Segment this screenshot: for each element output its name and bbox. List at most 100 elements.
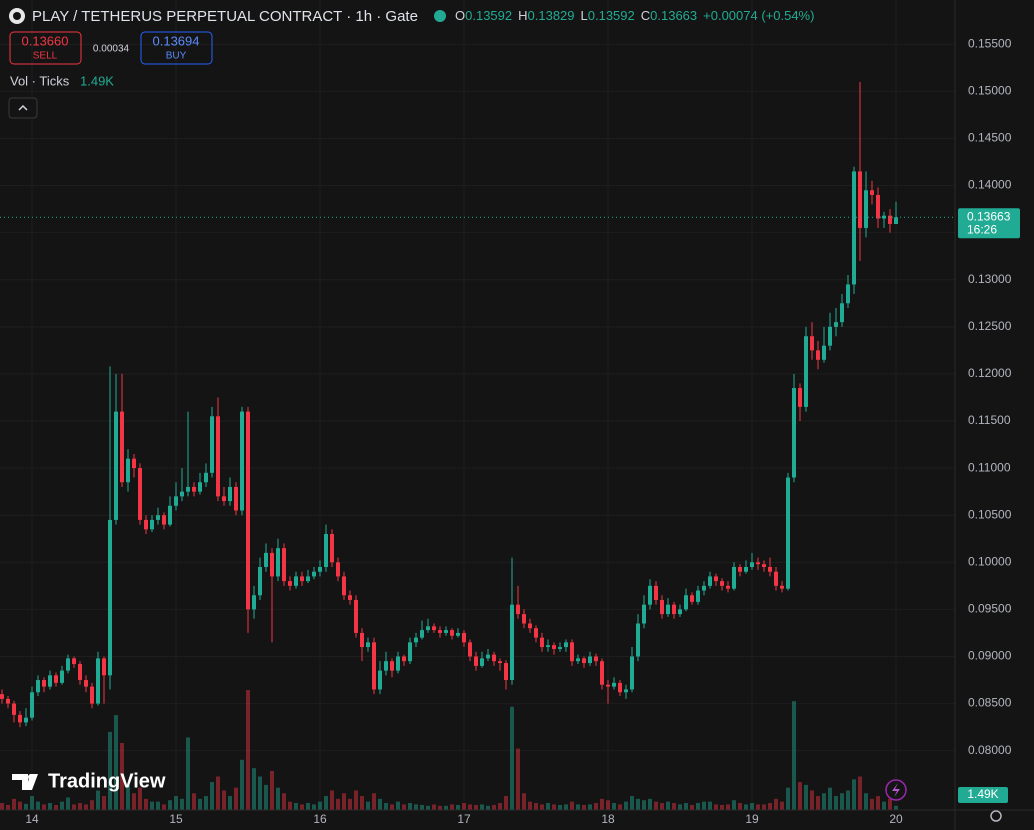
ohlc-value: 0.13663: [650, 8, 697, 23]
candle-body: [402, 656, 406, 662]
volume-bar: [276, 787, 280, 810]
volume-bar: [336, 798, 340, 810]
volume-bar: [180, 798, 184, 810]
volume-bar: [102, 796, 106, 810]
candle-body: [786, 477, 790, 589]
volume-title: Vol · Ticks: [10, 73, 70, 88]
volume-bar: [366, 801, 370, 810]
candle-body: [324, 534, 328, 567]
volume-bar: [240, 759, 244, 810]
candle-body: [192, 486, 196, 492]
candle-body: [762, 564, 766, 567]
candle-body: [528, 623, 532, 629]
candle-body: [150, 519, 154, 530]
collapse-button[interactable]: [8, 97, 38, 119]
candle-body: [288, 581, 292, 586]
volume-bar: [834, 796, 838, 810]
y-tick-label: 0.14500: [968, 131, 1012, 145]
volume-bar: [678, 804, 682, 810]
y-tick-label: 0.09500: [968, 602, 1012, 616]
volume-bar: [198, 798, 202, 810]
volume-bar: [468, 804, 472, 810]
volume-pane: [0, 690, 898, 810]
spread: 0.00034: [93, 44, 130, 55]
volume-bar: [828, 787, 832, 810]
y-tick-label: 0.08500: [968, 696, 1012, 710]
volume-bar: [576, 804, 580, 810]
last-price-label: 0.13663: [967, 209, 1011, 223]
volume-bar: [690, 804, 694, 810]
candle-body: [66, 658, 70, 671]
volume-bar: [888, 798, 892, 810]
volume-bar: [168, 800, 172, 810]
volume-bar: [546, 803, 550, 810]
volume-bar: [84, 804, 88, 810]
volume-bar: [54, 804, 58, 810]
settings-icon[interactable]: [990, 810, 1002, 822]
volume-bar: [66, 797, 70, 810]
volume-bar: [846, 790, 850, 810]
symbol-icon: [13, 12, 21, 20]
candle-body: [582, 658, 586, 664]
candle-body: [168, 505, 172, 525]
y-tick-label: 0.13000: [968, 272, 1012, 286]
candle-body: [384, 661, 388, 671]
volume-bar: [606, 800, 610, 810]
candle-body: [480, 658, 484, 666]
volume-bar: [6, 804, 10, 810]
buy-label: BUY: [166, 51, 187, 62]
candle-body: [816, 350, 820, 360]
lightning-button[interactable]: [885, 779, 907, 801]
candle-body: [300, 576, 304, 582]
volume-bar: [498, 803, 502, 810]
ohlc-label: O: [455, 8, 465, 23]
y-tick-label: 0.15500: [968, 36, 1012, 50]
candle-body: [342, 576, 346, 596]
logo-mark: [28, 774, 34, 780]
volume-bar: [738, 803, 742, 810]
volume-bar: [810, 790, 814, 810]
candle-body: [348, 595, 352, 600]
volume-bar: [558, 804, 562, 810]
volume-bar: [228, 796, 232, 810]
candle-body: [408, 642, 412, 662]
candle-body: [180, 491, 184, 497]
volume-bar: [48, 803, 52, 810]
countdown: 16:26: [967, 222, 997, 236]
candle-body: [666, 604, 670, 615]
candle-body: [750, 562, 754, 567]
candle-body: [60, 670, 64, 683]
candle-body: [540, 637, 544, 648]
volume-bar: [24, 803, 28, 810]
volume-bar: [630, 796, 634, 810]
candle-body: [366, 642, 370, 648]
volume-value: 1.49K: [80, 73, 114, 88]
volume-bar: [534, 803, 538, 810]
volume-bar: [312, 804, 316, 810]
candle-body: [876, 194, 880, 219]
candle-body: [438, 630, 442, 633]
volume-bar: [270, 770, 274, 810]
volume-bar: [414, 804, 418, 810]
candle-body: [510, 604, 514, 681]
candle-body: [294, 576, 298, 586]
candle-body: [642, 604, 646, 624]
lightning-icon: [892, 783, 900, 797]
volume-bar: [786, 787, 790, 810]
candle-body: [330, 534, 334, 563]
volume-bar: [600, 798, 604, 810]
ohlc-value: 0.13592: [465, 8, 512, 23]
volume-bar: [216, 776, 220, 810]
volume-bar: [192, 793, 196, 810]
sell-button[interactable]: [9, 31, 82, 65]
volume-bar: [396, 801, 400, 810]
volume-bar: [624, 801, 628, 810]
ohlc-label: H: [518, 8, 527, 23]
volume-bar: [420, 804, 424, 810]
buy-button[interactable]: [140, 31, 213, 65]
candle-body: [462, 632, 466, 643]
candle-body: [450, 630, 454, 636]
volume-bar: [486, 805, 490, 810]
candle-body: [270, 552, 274, 577]
